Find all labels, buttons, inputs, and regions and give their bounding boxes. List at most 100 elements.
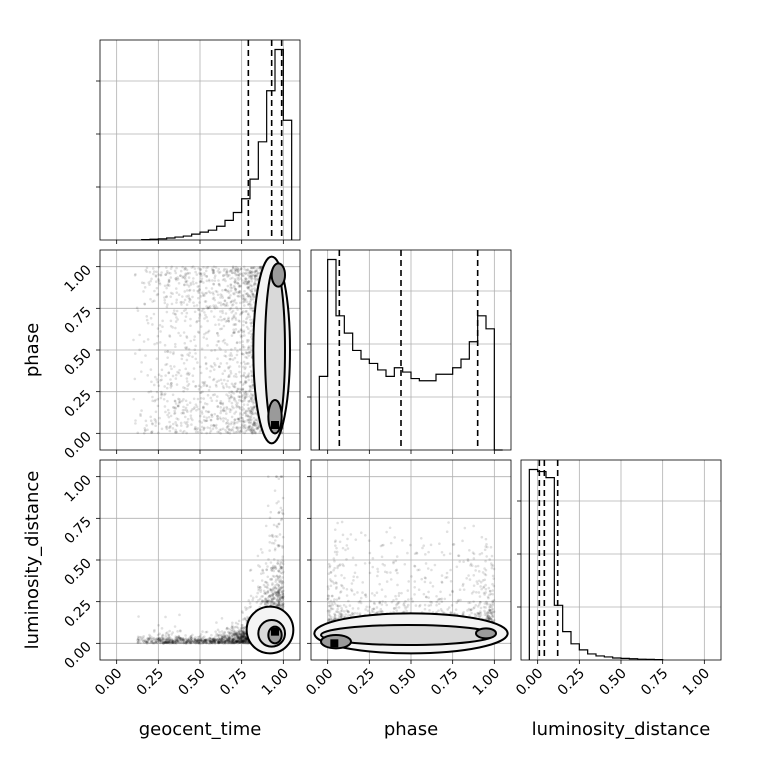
scatter-point <box>160 639 164 643</box>
scatter-point <box>166 408 170 412</box>
scatter-point <box>204 362 208 366</box>
scatter-point <box>220 327 224 330</box>
scatter-point <box>242 639 246 643</box>
scatter-point <box>276 562 280 565</box>
scatter-point <box>246 286 249 289</box>
scatter-point <box>165 310 169 314</box>
scatter-point <box>169 295 173 298</box>
scatter-point <box>216 641 220 645</box>
scatter-point <box>142 639 146 643</box>
scatter-point <box>213 276 217 280</box>
scatter-point <box>167 271 171 275</box>
scatter-point <box>191 295 194 299</box>
scatter-point <box>244 269 248 272</box>
scatter-point <box>215 343 219 347</box>
scatter-point <box>251 410 254 413</box>
scatter-point <box>212 641 215 644</box>
scatter-point <box>259 266 262 269</box>
scatter-point <box>243 634 247 637</box>
scatter-point <box>136 641 140 644</box>
scatter-point <box>145 640 149 644</box>
scatter-point <box>249 295 253 299</box>
scatter-point <box>241 634 245 638</box>
scatter-point <box>197 641 200 645</box>
scatter-point <box>208 304 212 308</box>
scatter-point <box>203 382 206 386</box>
scatter-point <box>216 331 219 335</box>
scatter-point <box>206 306 209 310</box>
scatter-point <box>184 406 188 410</box>
scatter-point <box>234 426 238 430</box>
scatter-point <box>186 283 189 287</box>
scatter-point <box>244 366 247 369</box>
scatter-point <box>242 640 246 644</box>
scatter-point <box>211 271 215 274</box>
scatter-point <box>277 584 280 587</box>
scatter-point <box>221 409 225 412</box>
scatter-point <box>189 635 193 638</box>
scatter-point <box>181 637 185 641</box>
scatter-point <box>203 300 207 303</box>
scatter-point <box>183 319 187 323</box>
scatter-point <box>248 271 252 275</box>
scatter-point <box>251 386 255 390</box>
scatter-point <box>173 639 177 642</box>
scatter-point <box>244 271 247 275</box>
scatter-point <box>238 632 242 636</box>
scatter-point <box>279 475 283 478</box>
scatter-point <box>227 296 231 299</box>
scatter-point <box>271 564 275 568</box>
scatter-point <box>252 416 256 420</box>
scatter-point <box>236 430 239 434</box>
scatter-point <box>256 277 259 281</box>
scatter-point <box>205 630 209 634</box>
scatter-point <box>218 641 222 644</box>
scatter-point <box>178 638 181 641</box>
scatter-point <box>247 286 251 289</box>
scatter-point <box>236 268 240 272</box>
scatter-point <box>182 390 185 393</box>
scatter-point <box>195 639 199 643</box>
scatter-point <box>232 629 235 633</box>
scatter-point <box>207 305 210 309</box>
scatter-point <box>208 637 212 641</box>
scatter-point <box>250 374 253 378</box>
scatter-point <box>245 300 249 304</box>
scatter-point <box>158 341 162 344</box>
scatter-point <box>176 276 179 279</box>
scatter-point <box>237 395 240 398</box>
scatter-point <box>242 298 245 301</box>
scatter-point <box>163 640 166 644</box>
scatter-point <box>208 636 211 640</box>
scatter-point <box>274 583 277 587</box>
scatter-point <box>187 354 191 357</box>
scatter-point <box>249 290 253 293</box>
scatter-point <box>212 638 215 642</box>
scatter-point <box>252 423 256 427</box>
scatter-point <box>194 281 198 285</box>
scatter-point <box>197 308 200 311</box>
scatter-point <box>210 287 214 290</box>
scatter-point <box>272 592 276 596</box>
scatter-point <box>232 392 236 395</box>
scatter-point <box>240 640 244 643</box>
scatter-point <box>243 299 247 302</box>
scatter-point <box>154 274 158 277</box>
scatter-point <box>243 397 246 401</box>
scatter-point <box>210 349 213 352</box>
scatter-point <box>204 292 207 295</box>
scatter-point <box>225 290 229 293</box>
scatter-point <box>224 303 228 307</box>
scatter-point <box>145 270 149 273</box>
scatter-point <box>197 296 200 300</box>
scatter-point <box>144 354 147 357</box>
scatter-point <box>202 397 206 400</box>
scatter-point <box>163 343 167 347</box>
scatter-point <box>181 354 184 357</box>
scatter-point <box>213 638 216 642</box>
scatter-point <box>140 281 144 285</box>
scatter-point <box>253 274 256 277</box>
scatter-point <box>160 427 164 431</box>
scatter-point <box>218 284 221 287</box>
